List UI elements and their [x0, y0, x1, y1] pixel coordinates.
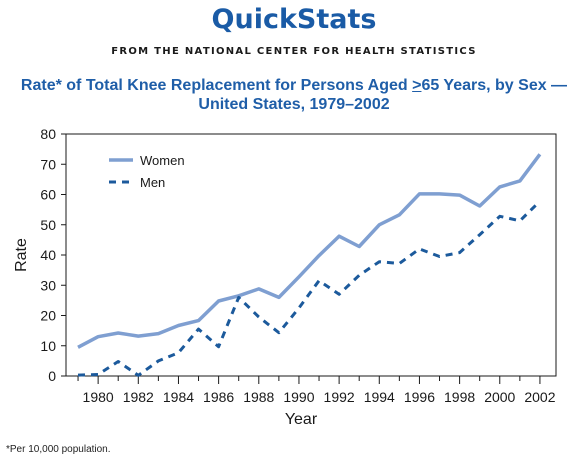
chart-title-line-2: United States, 1979–2002 [198, 96, 390, 113]
legend-label-men: Men [140, 175, 165, 190]
chart-series [77, 153, 542, 377]
title-part-2: 65 Years, by Sex — [421, 77, 568, 94]
x-tick-label: 1996 [404, 389, 435, 405]
y-tick-label: 80 [40, 126, 56, 142]
y-tick-label: 50 [40, 217, 56, 233]
y-tick-label: 0 [48, 368, 56, 384]
y-tick-label: 70 [40, 156, 56, 172]
x-tick-label: 1998 [444, 389, 475, 405]
y-tick-label: 60 [40, 187, 56, 203]
title-greater-equal-symbol: > [412, 77, 422, 94]
x-axis-label: Year [285, 411, 318, 428]
y-axis-label: Rate [13, 238, 30, 272]
x-tick-label: 1992 [324, 389, 355, 405]
chart-legend: Women Men [109, 153, 185, 190]
quickstats-brand: QuickStats [211, 4, 377, 35]
title-part-1: Rate* of Total Knee Replacement for Pers… [20, 77, 413, 94]
series-line-women [77, 153, 542, 349]
footnote: *Per 10,000 population. [6, 444, 111, 455]
y-tick-label: 40 [40, 247, 56, 263]
x-tick-label: 2000 [484, 389, 515, 405]
series-line-men [77, 200, 541, 377]
x-tick-label: 2002 [524, 389, 555, 405]
x-tick-label: 1990 [283, 389, 314, 405]
nchs-subtitle: FROM THE NATIONAL CENTER FOR HEALTH STAT… [111, 46, 477, 57]
chart-title: Rate* of Total Knee Replacement for Pers… [0, 76, 588, 114]
chart-title-line-1: Rate* of Total Knee Replacement for Pers… [0, 76, 588, 95]
chart-axes: 0 10 20 30 40 50 60 70 80 1980 1982 1984 1986 1988 199… [13, 126, 557, 428]
x-tick-label: 1994 [364, 389, 395, 405]
x-tick-label: 1982 [123, 389, 154, 405]
x-tick-label: 1984 [163, 389, 194, 405]
x-tick-label: 1980 [83, 389, 114, 405]
y-tick-label: 30 [40, 277, 56, 293]
x-tick-label: 1986 [203, 389, 234, 405]
y-tick-label: 10 [40, 338, 56, 354]
x-tick-label: 1988 [243, 389, 274, 405]
plot-frame [65, 133, 557, 377]
legend-label-women: Women [140, 153, 185, 168]
y-tick-label: 20 [40, 308, 56, 324]
